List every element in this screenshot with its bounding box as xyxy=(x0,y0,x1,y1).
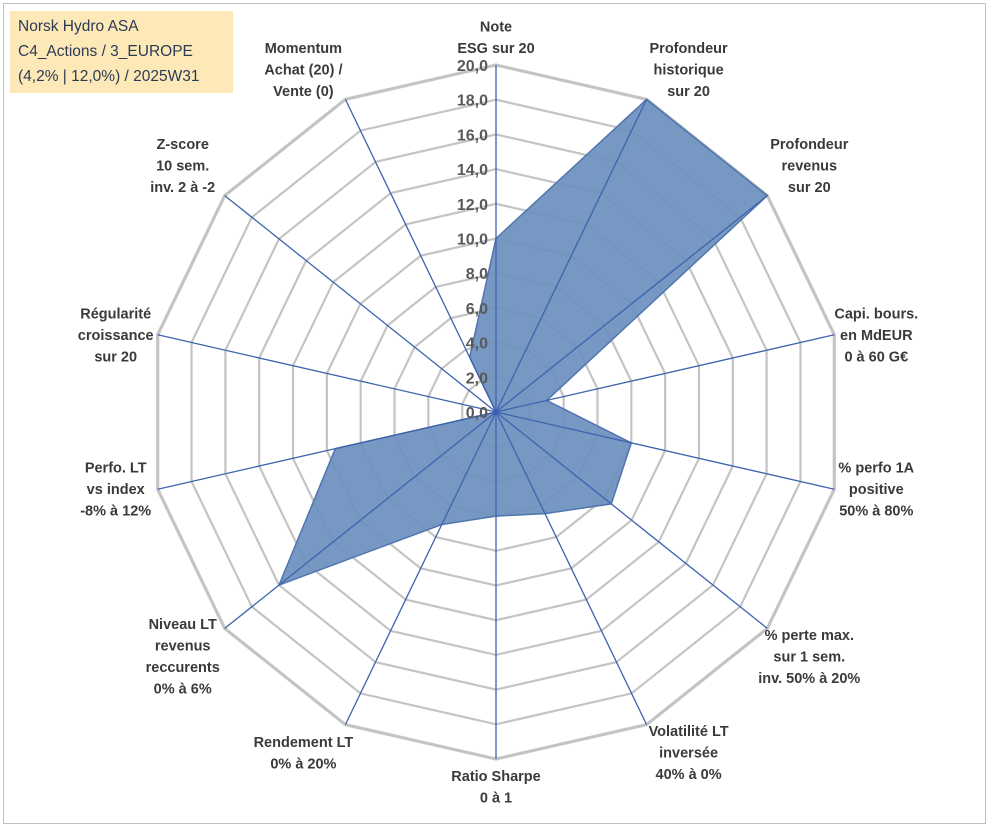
axis-label-line: Rendement LT xyxy=(254,735,354,751)
axis-label-line: Profondeur xyxy=(770,137,848,153)
axis-spoke xyxy=(157,411,497,490)
tick-label: 10,0 xyxy=(457,232,488,249)
tick-label: 20,0 xyxy=(457,58,488,75)
tick-label: 0,0 xyxy=(466,405,488,422)
axis-spoke xyxy=(495,411,768,629)
info-company: Norsk Hydro ASA xyxy=(18,18,139,35)
tick-label: 4,0 xyxy=(466,336,488,353)
axis-label-line: Note xyxy=(480,20,512,36)
axis-label-line: 50% à 80% xyxy=(839,504,913,520)
tick-label: 8,0 xyxy=(466,266,488,283)
axis-spoke xyxy=(344,411,497,725)
area-layer xyxy=(277,98,769,587)
axis-label-line: Vente (0) xyxy=(273,84,334,100)
axis-label-line: 0 à 1 xyxy=(480,791,512,807)
axis-label-line: inv. 50% à 20% xyxy=(758,671,860,687)
axis-spoke xyxy=(224,411,497,629)
tick-label: 14,0 xyxy=(457,162,488,179)
axis-label-line: Ratio Sharpe xyxy=(451,769,540,785)
axis-label-line: revenus xyxy=(155,639,211,655)
axis-label-line: reccurents xyxy=(146,660,220,676)
axis-label-line: Volatilité LT xyxy=(649,724,729,740)
info-stats: (4,2% | 12,0%) / 2025W31 xyxy=(18,68,200,85)
axis-label-line: Momentum xyxy=(265,41,342,57)
axis-label-line: sur 20 xyxy=(94,349,137,365)
axis-label-line: 0% à 6% xyxy=(154,682,212,698)
axis-spoke xyxy=(495,411,835,490)
axis-label-line: 0 à 60 G€ xyxy=(844,349,908,365)
axis-spoke xyxy=(495,99,648,413)
axis-spoke xyxy=(495,411,648,725)
axis-label-line: 0% à 20% xyxy=(270,756,336,772)
axis-label-line: % perfo 1A xyxy=(838,461,914,477)
axis-label-line: Achat (20) / xyxy=(264,62,342,78)
tick-layer: 0,0 2,0 4,0 6,0 8,0 10,0 12,0 14,0 16,0 18,0 20,0 xyxy=(457,58,488,422)
spoke-layer xyxy=(157,65,835,759)
axis-label: Note ESG sur 20 xyxy=(457,20,534,58)
axis-label-line: sur 20 xyxy=(788,180,831,196)
axis-label-line: revenus xyxy=(781,159,837,175)
axis-label-line: Profondeur xyxy=(650,41,728,57)
axis-label: Régularité croissance sur 20 xyxy=(78,306,154,365)
axis-label-line: en MdEUR xyxy=(840,328,913,344)
axis-label-line: vs index xyxy=(87,482,145,498)
axis-label: Capi. bours. en MdEUR 0 à 60 G€ xyxy=(834,306,918,365)
axis-spoke xyxy=(157,334,497,413)
axis-label-line: positive xyxy=(849,482,904,498)
data-area xyxy=(277,98,769,587)
axis-label-line: 40% à 0% xyxy=(656,767,722,783)
axis-label: % perte max. sur 1 sem. inv. 50% à 20% xyxy=(758,628,860,687)
axis-label-line: historique xyxy=(654,62,724,78)
axis-label-line: inversée xyxy=(659,746,718,762)
tick-label: 2,0 xyxy=(466,370,488,387)
axis-spoke xyxy=(495,195,768,413)
info-category: C4_Actions / 3_EUROPE xyxy=(18,43,193,60)
axis-label: Ratio Sharpe 0 à 1 xyxy=(451,769,540,807)
axis-label: Z-score 10 sem. inv. 2 à -2 xyxy=(150,137,215,196)
axis-spoke xyxy=(224,195,497,413)
axis-label-line: sur 1 sem. xyxy=(773,649,845,665)
label-layer: Note ESG sur 20 Profondeur historique sur 20… xyxy=(78,20,918,807)
tick-label: 12,0 xyxy=(457,197,488,214)
axis-spoke xyxy=(495,334,835,413)
info-box: Norsk Hydro ASA C4_Actions / 3_EUROPE (4… xyxy=(10,11,233,93)
tick-label: 16,0 xyxy=(457,127,488,144)
axis-label-line: Niveau LT xyxy=(149,617,217,633)
tick-label: 18,0 xyxy=(457,93,488,110)
axis-label-line: -8% à 12% xyxy=(80,504,151,520)
axis-label-line: Capi. bours. xyxy=(834,306,918,322)
axis-label: Niveau LT revenus reccurents 0% à 6% xyxy=(146,617,220,698)
axis-label-line: % perte max. xyxy=(765,628,854,644)
axis-spoke xyxy=(344,99,497,413)
axis-label-line: 10 sem. xyxy=(156,159,209,175)
axis-label: Rendement LT 0% à 20% xyxy=(254,735,354,773)
axis-label: Profondeur historique sur 20 xyxy=(650,41,728,100)
tick-label: 6,0 xyxy=(466,301,488,318)
axis-label-line: sur 20 xyxy=(667,84,710,100)
axis-label-line: inv. 2 à -2 xyxy=(150,180,215,196)
axis-label: Volatilité LT inversée 40% à 0% xyxy=(649,724,729,783)
axis-label-line: Régularité xyxy=(80,306,151,322)
axis-label-line: croissance xyxy=(78,328,154,344)
axis-label-line: ESG sur 20 xyxy=(457,41,534,57)
axis-label: Momentum Achat (20) / Vente (0) xyxy=(264,41,342,100)
axis-label: % perfo 1A positive 50% à 80% xyxy=(838,461,914,520)
axis-label-line: Z-score xyxy=(157,137,209,153)
axis-label-line: Perfo. LT xyxy=(85,461,147,477)
axis-label: Profondeur revenus sur 20 xyxy=(770,137,848,196)
axis-label: Perfo. LT vs index -8% à 12% xyxy=(80,461,151,520)
